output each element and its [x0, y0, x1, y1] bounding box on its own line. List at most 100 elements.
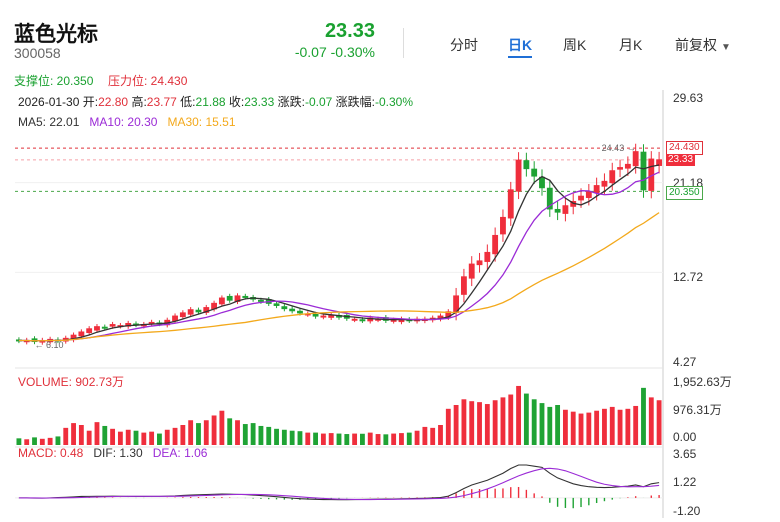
macd-axis-top: 3.65 [673, 447, 697, 461]
volume-bar [157, 433, 162, 445]
candle-body [179, 312, 186, 318]
candle-body [273, 303, 280, 306]
volume-bar [71, 423, 76, 445]
info-open: 22.80 [98, 95, 129, 109]
candle-body [507, 189, 514, 219]
volume-bar [617, 409, 623, 445]
volume-bar [477, 402, 482, 445]
adjust-dropdown[interactable]: 前复权 ▼ [675, 35, 731, 55]
info-chg-label: 涨跌: [277, 95, 305, 109]
volume-bar [180, 425, 186, 445]
volume-bar [453, 405, 459, 445]
volume-bar [63, 427, 69, 445]
volume-bar [227, 418, 233, 445]
volume-bar [375, 434, 381, 445]
tab-monthly-k[interactable]: 月K [619, 37, 643, 53]
candle-body [539, 176, 545, 189]
volume-bar [586, 412, 592, 445]
volume-bar [344, 434, 350, 445]
candle-body [172, 315, 178, 322]
stock-code: 300058 [14, 45, 61, 61]
volume-bar [445, 408, 451, 445]
dea-line [18, 467, 660, 501]
candle-body [632, 151, 639, 167]
volume-bar [297, 431, 303, 445]
volume-bar [523, 393, 529, 445]
volume-bar [438, 425, 443, 445]
volume-bar [406, 432, 412, 445]
volume-axis-bottom: 0.00 [673, 430, 697, 444]
volume-bar [47, 437, 53, 445]
volume-bar [469, 401, 475, 445]
ma30-label: MA30: 15.51 [167, 115, 236, 129]
volume-bar [367, 432, 373, 445]
volume-bar [656, 400, 662, 445]
candle-body [500, 216, 506, 235]
ma5-label: MA5: 22.01 [18, 115, 80, 129]
tab-intraday[interactable]: 分时 [450, 37, 478, 53]
volume-bar [188, 420, 194, 445]
tab-weekly-k[interactable]: 周K [563, 37, 587, 53]
dea-value: DEA: 1.06 [152, 446, 208, 460]
volume-bar [24, 439, 30, 445]
ma5-line [18, 164, 660, 342]
volume-bar [555, 405, 561, 445]
volume-bar [94, 422, 100, 445]
dif-value: DIF: 1.30 [93, 446, 143, 460]
support-label: 支撑位: 20.350 [14, 74, 94, 88]
candle-body [187, 309, 194, 315]
volume-bar [360, 433, 365, 445]
volume-bar [211, 415, 217, 445]
volume-bar [633, 405, 639, 445]
candle-body [281, 306, 288, 310]
candle-body [624, 163, 631, 169]
stock-name: 蓝色光标 [14, 23, 98, 46]
volume-bar [242, 424, 248, 445]
candle-body [476, 260, 483, 266]
volume-bar [203, 420, 209, 445]
volume-bar [110, 428, 116, 445]
volume-bar [258, 425, 264, 445]
volume-bar [266, 426, 272, 445]
candle-body [546, 187, 553, 210]
candle-body [554, 208, 561, 213]
tab-daily-k[interactable]: 日K [508, 37, 533, 53]
candle-body [94, 326, 100, 331]
info-close: 23.33 [244, 95, 275, 109]
volume-bar [274, 428, 279, 445]
candle-body [78, 331, 85, 337]
ma-legend: MA5: 22.01 MA10: 20.30 MA30: 15.51 [18, 115, 236, 129]
candle-body [656, 159, 663, 166]
volume-bar [78, 425, 84, 445]
header-divider [403, 28, 404, 58]
volume-bar [125, 429, 131, 445]
volume-axis-top: 1,952.63万 [673, 375, 732, 389]
resistance-label: 压力位: 24.430 [108, 74, 188, 88]
candle-body [148, 321, 155, 324]
volume-bar [235, 420, 240, 445]
volume-bar [508, 394, 514, 445]
volume-bar [391, 433, 397, 445]
candle-body [242, 295, 249, 298]
volume-bar [336, 433, 342, 445]
volume-bar [484, 404, 490, 445]
candle-body [531, 168, 538, 177]
volume-bar [539, 403, 545, 445]
candle-body [640, 151, 647, 191]
price-axis-mid2: 12.72 [673, 270, 704, 284]
volume-bar [39, 438, 45, 445]
price-axis-bottom: 4.27 [673, 355, 697, 369]
volume-bar [500, 397, 506, 445]
adjust-label: 前复权 [675, 37, 717, 53]
volume-bar [516, 385, 521, 445]
candle-body [578, 195, 584, 201]
volume-bar [547, 406, 553, 445]
volume-bar [281, 429, 287, 445]
info-low: 21.88 [195, 95, 226, 109]
info-pct-label: 涨跌幅: [335, 95, 375, 109]
volume-bar [414, 430, 420, 445]
candle-body [101, 326, 108, 329]
volume-bar [609, 406, 615, 445]
candle-body [195, 309, 202, 313]
